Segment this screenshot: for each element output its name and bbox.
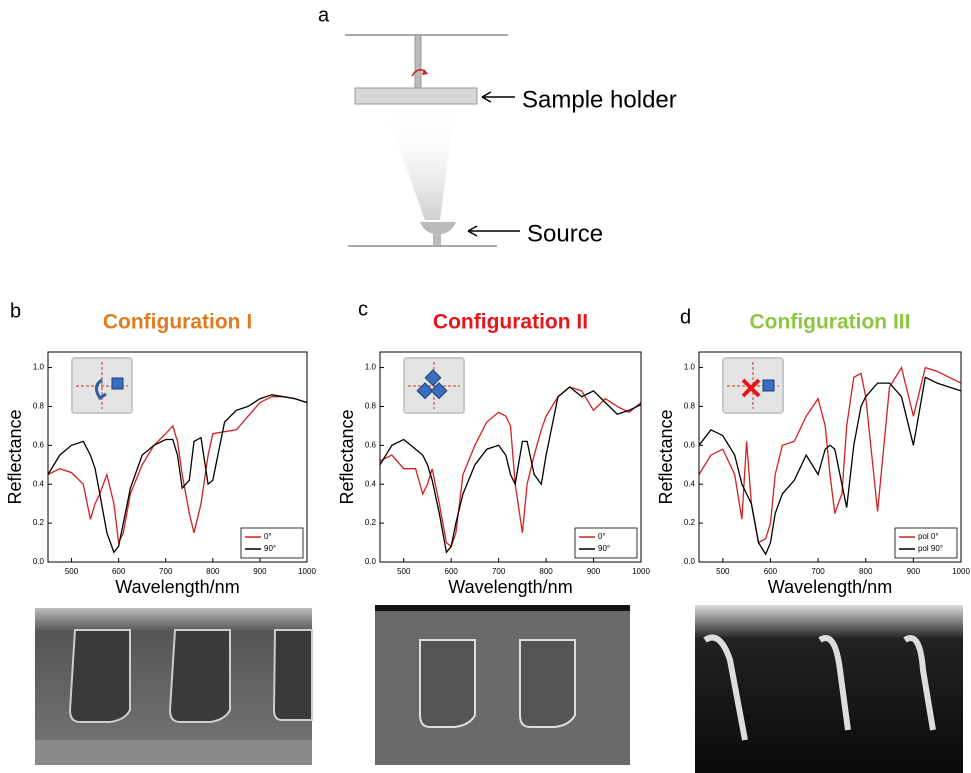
- x-tick-label: 1000: [298, 567, 316, 576]
- x-tick-label: 700: [492, 567, 506, 576]
- chart: c Configuration II 0.0 0.2 0.4 0.6 0.8 1.0 500 60…: [337, 298, 651, 596]
- x-axis-label: Wavelength/nm: [768, 577, 892, 597]
- y-tick-label: 0.0: [365, 557, 377, 566]
- legend-label: pol 0°: [918, 532, 939, 541]
- y-tick-label: 0.0: [684, 557, 696, 566]
- legend-label: 0°: [598, 532, 606, 541]
- y-tick-label: 0.4: [33, 479, 45, 488]
- panel-label: a: [318, 4, 330, 26]
- y-tick-label: 0.6: [33, 440, 45, 449]
- y-tick-label: 0.0: [33, 557, 45, 566]
- y-tick-label: 1.0: [365, 363, 377, 372]
- sem-images: [35, 605, 963, 773]
- x-axis-label: Wavelength/nm: [115, 577, 239, 597]
- x-tick-label: 800: [206, 567, 220, 576]
- x-tick-label: 700: [159, 567, 173, 576]
- chart-title: Configuration III: [750, 311, 911, 334]
- x-tick-label: 800: [859, 567, 873, 576]
- legend-box: [241, 528, 303, 558]
- inset: [404, 358, 464, 413]
- x-tick-label: 900: [587, 567, 601, 576]
- setup-diagram: a Sample holder Source: [318, 4, 677, 247]
- y-tick-label: 0.6: [365, 440, 377, 449]
- chart-title: Configuration I: [103, 311, 252, 334]
- inset: [723, 358, 783, 413]
- x-tick-label: 500: [716, 567, 730, 576]
- y-tick-label: 0.2: [365, 518, 377, 527]
- y-tick-label: 0.2: [684, 518, 696, 527]
- label-source: Source: [527, 220, 603, 247]
- y-axis-label: Reflectance: [337, 409, 357, 504]
- panel-label: d: [680, 306, 691, 328]
- inset: [72, 358, 132, 413]
- x-tick-label: 900: [253, 567, 267, 576]
- label-sample-holder: Sample holder: [522, 86, 677, 113]
- x-tick-label: 1000: [952, 567, 970, 576]
- y-axis-label: Reflectance: [656, 409, 676, 504]
- legend-label: 90°: [264, 544, 276, 553]
- chart: d Configuration III 0.0 0.2 0.4 0.6 0.8 1.0 500 6…: [656, 306, 971, 596]
- x-tick-label: 1000: [632, 567, 650, 576]
- legend-label: pol 90°: [918, 544, 943, 553]
- y-tick-label: 0.8: [365, 402, 377, 411]
- y-tick-label: 0.8: [684, 402, 696, 411]
- x-tick-label: 700: [811, 567, 825, 576]
- legend-label: 0°: [264, 532, 272, 541]
- inset-icon: [112, 378, 123, 389]
- x-axis-label: Wavelength/nm: [448, 577, 572, 597]
- x-tick-label: 600: [445, 567, 459, 576]
- inset-icon: [763, 380, 774, 391]
- y-tick-label: 1.0: [684, 363, 696, 372]
- y-tick-label: 0.4: [365, 479, 377, 488]
- x-tick-label: 800: [539, 567, 553, 576]
- y-tick-label: 0.8: [33, 402, 45, 411]
- y-tick-label: 0.2: [33, 518, 45, 527]
- y-tick-label: 0.6: [684, 440, 696, 449]
- y-axis-label: Reflectance: [5, 409, 25, 504]
- panel-label: b: [10, 300, 21, 322]
- legend-box: [575, 528, 637, 558]
- x-tick-label: 600: [112, 567, 126, 576]
- legend-label: 90°: [598, 544, 610, 553]
- series-line: [48, 397, 307, 543]
- chart-title: Configuration II: [433, 311, 588, 334]
- y-tick-label: 0.4: [684, 479, 696, 488]
- x-tick-label: 500: [397, 567, 411, 576]
- chart: b Configuration I 0.0 0.2 0.4 0.6 0.8 1.0 500 600…: [5, 300, 317, 596]
- y-tick-label: 1.0: [33, 363, 45, 372]
- figure: a Sample holder Source b Configuration I 0…: [0, 0, 971, 773]
- x-tick-label: 600: [764, 567, 778, 576]
- panel-label: c: [358, 298, 368, 320]
- x-tick-label: 900: [907, 567, 921, 576]
- x-tick-label: 500: [65, 567, 79, 576]
